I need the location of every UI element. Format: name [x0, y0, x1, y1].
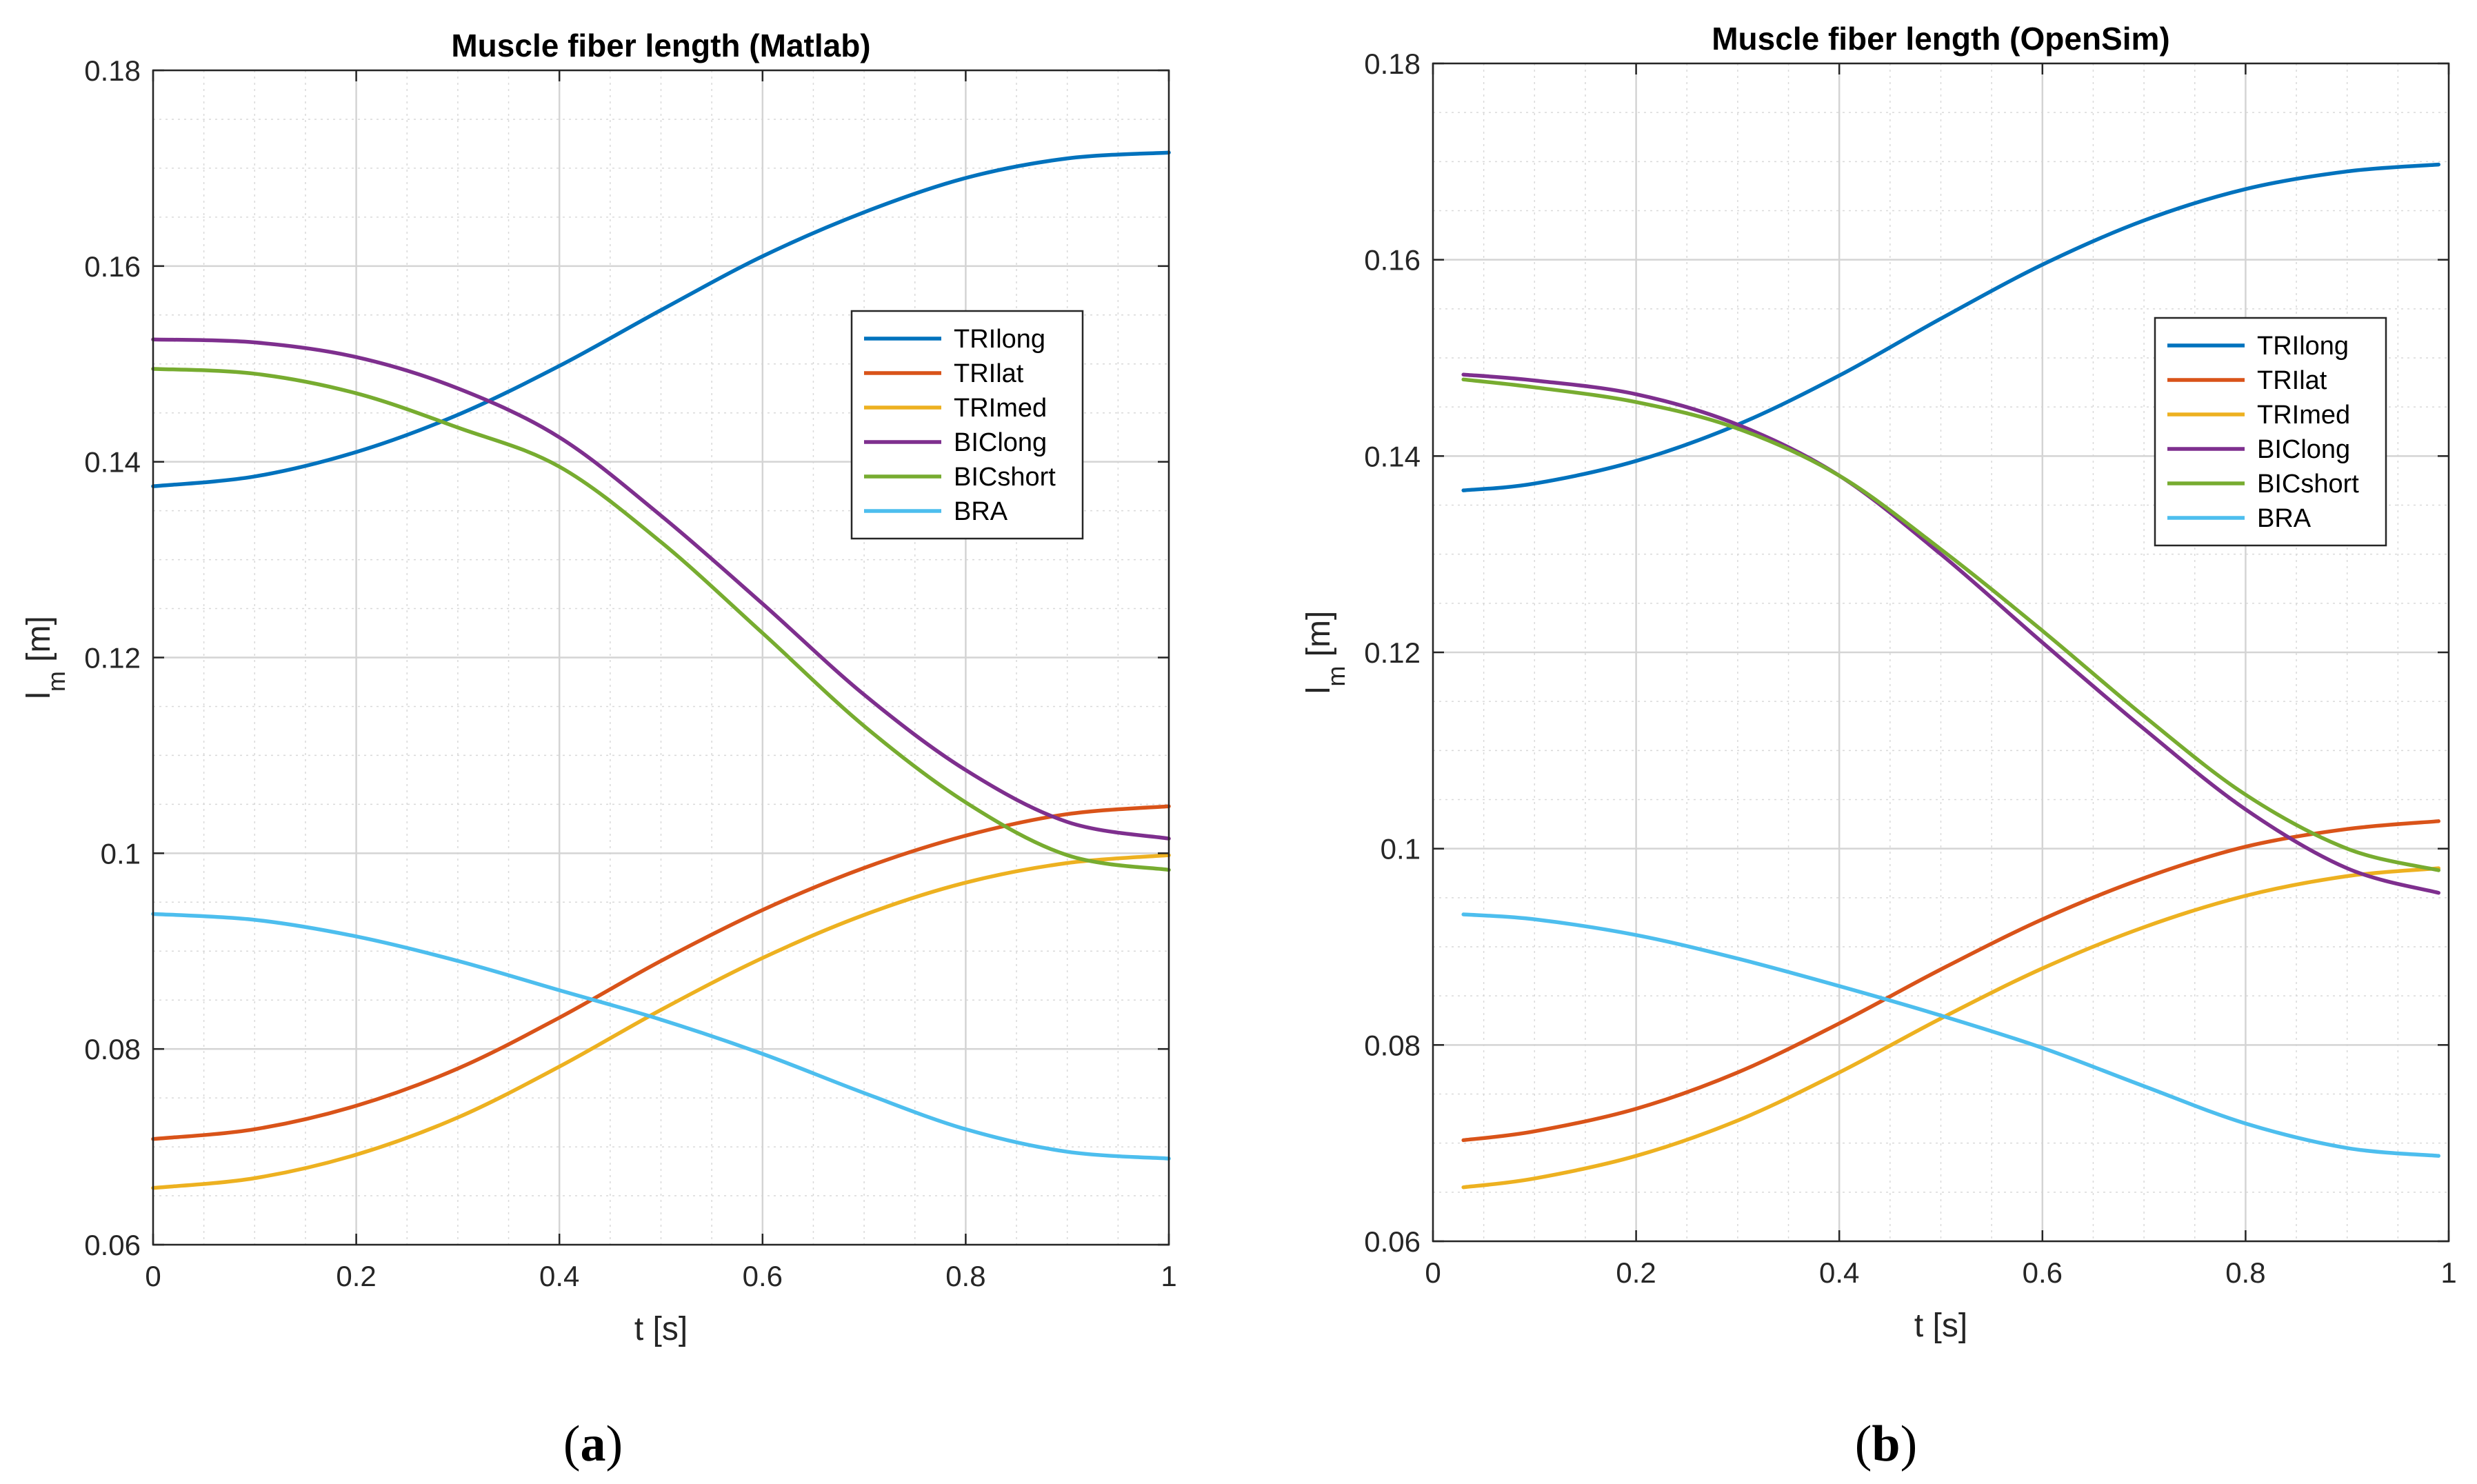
legend-label-biclong: BIClong	[2257, 435, 2350, 464]
x-tick-label: 0.4	[539, 1260, 579, 1292]
series-line-bicshort	[151, 367, 1171, 872]
y-axis-label: lm [m]	[21, 616, 70, 699]
caption-letter: b	[1872, 1416, 1900, 1472]
series-line-trimed	[151, 853, 1171, 1190]
x-tick-label: 0.8	[945, 1260, 985, 1292]
series-line-trilong	[151, 150, 1171, 488]
y-tick-label: 0.08	[84, 1033, 141, 1065]
y-tick-label: 0.06	[1364, 1225, 1421, 1258]
x-tick-label: 0.6	[743, 1260, 783, 1292]
y-tick-label: 0.14	[84, 446, 141, 479]
chart-title: Muscle fiber length (Matlab)	[451, 28, 870, 63]
legend-label-bra: BRA	[2257, 504, 2311, 533]
panel-caption: (b)	[1855, 1416, 1917, 1472]
tick-marks	[152, 69, 1170, 1246]
caption-paren-open: (	[1855, 1416, 1872, 1472]
legend-label-bicshort: BICshort	[2257, 470, 2359, 499]
series-line-biclong	[151, 337, 1171, 841]
x-tick-label: 0.2	[1616, 1256, 1656, 1289]
y-tick-label: 0.18	[84, 54, 141, 87]
caption-paren-close: )	[606, 1416, 623, 1472]
x-axis-label: t [s]	[1914, 1307, 1967, 1344]
y-tick-label: 0.16	[1364, 244, 1421, 277]
legend-label-trilong: TRIlong	[2257, 332, 2349, 361]
caption-paren-open: (	[563, 1416, 581, 1472]
x-tick-label: 0	[145, 1260, 161, 1292]
y-tick-label: 0.14	[1364, 440, 1421, 472]
y-tick-label: 0.1	[101, 837, 141, 870]
x-tick-label: 0.6	[2023, 1256, 2063, 1289]
chart-panel-b: 0 0.2 0.4 0.6 0.8 1 0.06 0.08 0.1 0.12 0.14 0.16 0.1…	[1301, 21, 2457, 1472]
x-tick-label: 0	[1425, 1256, 1441, 1289]
chart-panel-a: 0 0.2 0.4 0.6 0.8 1 0.06 0.08 0.1 0.12 0.14 0.16 0.1…	[21, 28, 1177, 1472]
panel-caption: (a)	[563, 1416, 623, 1472]
x-axis-label: t [s]	[634, 1311, 688, 1347]
y-tick-label: 0.12	[84, 642, 141, 674]
legend-label-trilong: TRIlong	[954, 325, 1045, 354]
x-tick-label: 1	[2440, 1256, 2456, 1289]
y-tick-label: 0.12	[1364, 636, 1421, 669]
y-axis-label: lm [m]	[1301, 611, 1350, 694]
y-tick-label: 0.16	[84, 250, 141, 283]
series-line-bicshort	[1461, 377, 2441, 872]
y-tick-label: 0.18	[1364, 48, 1421, 80]
legend: TRIlong TRIlat TRImed BIClong BICshort BRA	[850, 310, 1084, 540]
caption-paren-close: )	[1901, 1416, 1918, 1472]
tick-marks	[1432, 62, 2450, 1243]
y-axis-label-main: l	[1301, 687, 1337, 694]
legend-box	[850, 310, 1084, 540]
legend-label-trilat: TRIlat	[954, 359, 1024, 388]
caption-letter: a	[581, 1416, 606, 1472]
legend-label-trimed: TRImed	[2257, 401, 2350, 430]
series-line-trilat	[151, 804, 1171, 1141]
legend-label-biclong: BIClong	[954, 428, 1047, 457]
chart-title: Muscle fiber length (OpenSim)	[1712, 21, 2170, 57]
legend: TRIlong TRIlat TRImed BIClong BICshort BRA	[2154, 317, 2387, 547]
x-tick-label: 1	[1161, 1260, 1176, 1292]
series-line-bra	[151, 912, 1171, 1161]
x-tick-label: 0.2	[336, 1260, 376, 1292]
x-tick-label: 0.4	[1819, 1256, 1859, 1289]
series-line-bra	[1461, 912, 2441, 1158]
y-axis-label-subscript: m	[1322, 666, 1350, 687]
series-group	[1461, 162, 2441, 1190]
legend-label-trilat: TRIlat	[2257, 366, 2327, 395]
y-axis-label-main: l	[21, 692, 57, 699]
series-line-trilat	[1461, 819, 2441, 1143]
y-axis-label-unit: [m]	[1301, 611, 1337, 666]
legend-label-bra: BRA	[954, 497, 1008, 526]
series-line-trimed	[1461, 866, 2441, 1190]
series-line-biclong	[1461, 372, 2441, 895]
y-axis-label-subscript: m	[42, 671, 70, 692]
legend-label-trimed: TRImed	[954, 394, 1047, 423]
series-group	[151, 150, 1171, 1190]
x-tick-label: 0.8	[2225, 1256, 2265, 1289]
legend-box	[2154, 317, 2387, 547]
y-tick-label: 0.08	[1364, 1029, 1421, 1061]
series-line-trilong	[1461, 162, 2441, 492]
legend-label-bicshort: BICshort	[954, 463, 1056, 492]
y-tick-label: 0.06	[84, 1229, 141, 1261]
y-axis-label-unit: [m]	[21, 616, 57, 671]
y-tick-label: 0.1	[1381, 833, 1421, 865]
